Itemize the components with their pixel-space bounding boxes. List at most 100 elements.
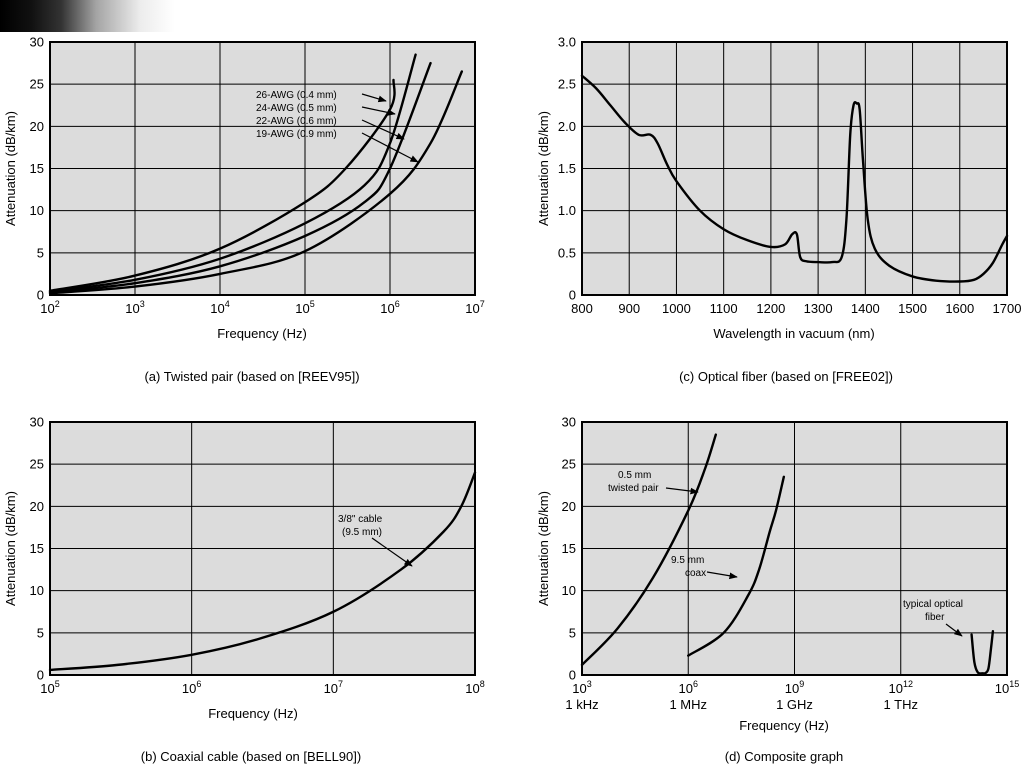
x-tick-label: 102 bbox=[40, 299, 59, 316]
y-tick-labels: 0 5 10 15 20 25 30 bbox=[30, 35, 44, 303]
x-axis-label: Frequency (Hz) bbox=[208, 706, 298, 721]
series-line bbox=[580, 433, 718, 667]
series-line bbox=[48, 70, 464, 295]
scan-artifact bbox=[0, 0, 175, 32]
x-axis-label: Frequency (Hz) bbox=[217, 326, 307, 341]
annotation-19awg: 19-AWG (0.9 mm) bbox=[256, 129, 337, 140]
x-tick-label: 105 bbox=[295, 299, 314, 316]
y-tick-label: 10 bbox=[30, 203, 44, 218]
y-tick-label: 10 bbox=[562, 583, 576, 598]
x-tick-label: 107 bbox=[465, 299, 484, 316]
x-tick-label: 105 bbox=[40, 679, 59, 696]
y-tick-label: 0 bbox=[37, 668, 44, 683]
panel-coaxial-cable: 0 5 10 15 20 25 30 105 106 107 108 Attenuation (d… bbox=[3, 415, 485, 765]
x-tick-label: 107 bbox=[324, 679, 343, 696]
x-tick-label: 1000 bbox=[662, 301, 691, 316]
panel-optical-fiber: 0 0.5 1.0 1.5 2.0 2.5 3.0 800 900 1000 1100 1200 13… bbox=[536, 35, 1021, 385]
annotation-arrow bbox=[706, 571, 738, 580]
y-tick-label: 30 bbox=[562, 415, 576, 430]
annotation-arrow bbox=[665, 487, 699, 495]
panel-caption: (c) Optical fiber (based on [FREE02]) bbox=[679, 369, 893, 384]
x-tick-label: 1012 bbox=[889, 679, 913, 696]
y-axis-label: Attenuation (dB/km) bbox=[536, 491, 551, 606]
x-tick-label: 1700 bbox=[993, 301, 1022, 316]
y-tick-label: 25 bbox=[562, 457, 576, 472]
x-tick-label: 1300 bbox=[804, 301, 833, 316]
annotations: 0.5 mm twisted pair 9.5 mm coax typical … bbox=[608, 470, 963, 637]
x-tick-label: 1500 bbox=[898, 301, 927, 316]
annotation-fiber-label-2: fiber bbox=[925, 612, 945, 623]
annotations: 3/8" cable (9.5 mm) bbox=[338, 514, 413, 567]
annotation-26awg: 26-AWG (0.4 mm) bbox=[256, 90, 337, 101]
annotations: 26-AWG (0.4 mm) 24-AWG (0.5 mm) 22-AWG (… bbox=[256, 90, 419, 163]
x-tick-label: 900 bbox=[618, 301, 640, 316]
x-tick-label: 108 bbox=[465, 679, 484, 696]
x-axis-label: Frequency (Hz) bbox=[739, 718, 829, 733]
panel-caption: (b) Coaxial cable (based on [BELL90]) bbox=[141, 749, 361, 764]
x-tick-sublabel: 1 kHz bbox=[565, 697, 598, 712]
x-tick-label: 1015 bbox=[995, 679, 1019, 696]
x-tick-label: 1600 bbox=[945, 301, 974, 316]
y-axis-label: Attenuation (dB/km) bbox=[3, 491, 18, 606]
annotation-fiber-label: typical optical bbox=[903, 599, 963, 610]
series-line bbox=[970, 629, 995, 675]
series-layer bbox=[48, 471, 477, 672]
y-tick-label: 5 bbox=[569, 625, 576, 640]
y-tick-label: 0 bbox=[569, 668, 576, 683]
series-line bbox=[48, 471, 477, 672]
series-line bbox=[580, 74, 1009, 283]
x-tick-label: 104 bbox=[210, 299, 229, 316]
plot-frame bbox=[581, 421, 1008, 676]
y-tick-label: 0 bbox=[569, 288, 576, 303]
x-tick-labels: 105 106 107 108 bbox=[40, 679, 484, 696]
y-tick-label: 5 bbox=[37, 245, 44, 260]
panel-twisted-pair: 0 5 10 15 20 25 30 102 103 104 105 106 107 Attenuat… bbox=[3, 35, 485, 385]
plot-frame bbox=[581, 41, 1008, 296]
annotation-arrow bbox=[361, 106, 396, 116]
annotation-arrow bbox=[945, 623, 963, 637]
x-tick-sublabel: 1 THz bbox=[884, 697, 918, 712]
plot-frame bbox=[49, 41, 476, 296]
series-line bbox=[687, 475, 786, 657]
panel-caption: (a) Twisted pair (based on [REEV95]) bbox=[144, 369, 359, 384]
annotation-arrow bbox=[361, 119, 405, 140]
series-layer bbox=[580, 74, 1009, 283]
x-tick-label: 106 bbox=[182, 679, 201, 696]
x-tick-label: 106 bbox=[679, 679, 698, 696]
x-tick-labels: 800 900 1000 1100 1200 1300 1400 1500 1600 1700 bbox=[571, 301, 1021, 316]
y-tick-label: 25 bbox=[30, 77, 44, 92]
y-axis-label: Attenuation (dB/km) bbox=[536, 111, 551, 226]
y-tick-label: 0.5 bbox=[558, 245, 576, 260]
x-tick-label: 103 bbox=[572, 679, 591, 696]
x-tick-sublabel: 1 MHz bbox=[669, 697, 707, 712]
x-axis-label: Wavelength in vacuum (nm) bbox=[713, 326, 874, 341]
y-tick-label: 30 bbox=[30, 415, 44, 430]
y-tick-label: 15 bbox=[30, 161, 44, 176]
annotation-coax-label: coax bbox=[685, 568, 706, 579]
panel-caption: (d) Composite graph bbox=[725, 749, 844, 764]
x-tick-label: 1100 bbox=[710, 301, 738, 316]
annotation-24awg: 24-AWG (0.5 mm) bbox=[256, 103, 337, 114]
plot-frame bbox=[49, 421, 476, 676]
y-tick-labels: 0 5 10 15 20 25 30 bbox=[562, 415, 576, 683]
y-tick-label: 1.0 bbox=[558, 203, 576, 218]
x-tick-labels: 102 103 104 105 106 107 bbox=[40, 299, 484, 316]
y-tick-label: 15 bbox=[562, 541, 576, 556]
x-tick-label: 103 bbox=[125, 299, 144, 316]
y-tick-label: 15 bbox=[30, 541, 44, 556]
x-tick-label: 1400 bbox=[851, 301, 880, 316]
annotation-cable-size: (9.5 mm) bbox=[342, 527, 382, 538]
annotation-coax-size: 9.5 mm bbox=[671, 555, 704, 566]
y-tick-label: 0 bbox=[37, 288, 44, 303]
series-layer bbox=[580, 433, 995, 675]
y-axis-label: Attenuation (dB/km) bbox=[3, 111, 18, 226]
annotation-arrow bbox=[361, 93, 387, 103]
x-tick-sublabel: 1 GHz bbox=[776, 697, 813, 712]
x-tick-label: 1200 bbox=[756, 301, 785, 316]
annotation-tp-size: 0.5 mm bbox=[618, 470, 651, 481]
y-tick-label: 10 bbox=[30, 583, 44, 598]
y-tick-label: 20 bbox=[30, 119, 44, 134]
y-tick-label: 2.5 bbox=[558, 77, 576, 92]
series-line bbox=[48, 53, 417, 293]
